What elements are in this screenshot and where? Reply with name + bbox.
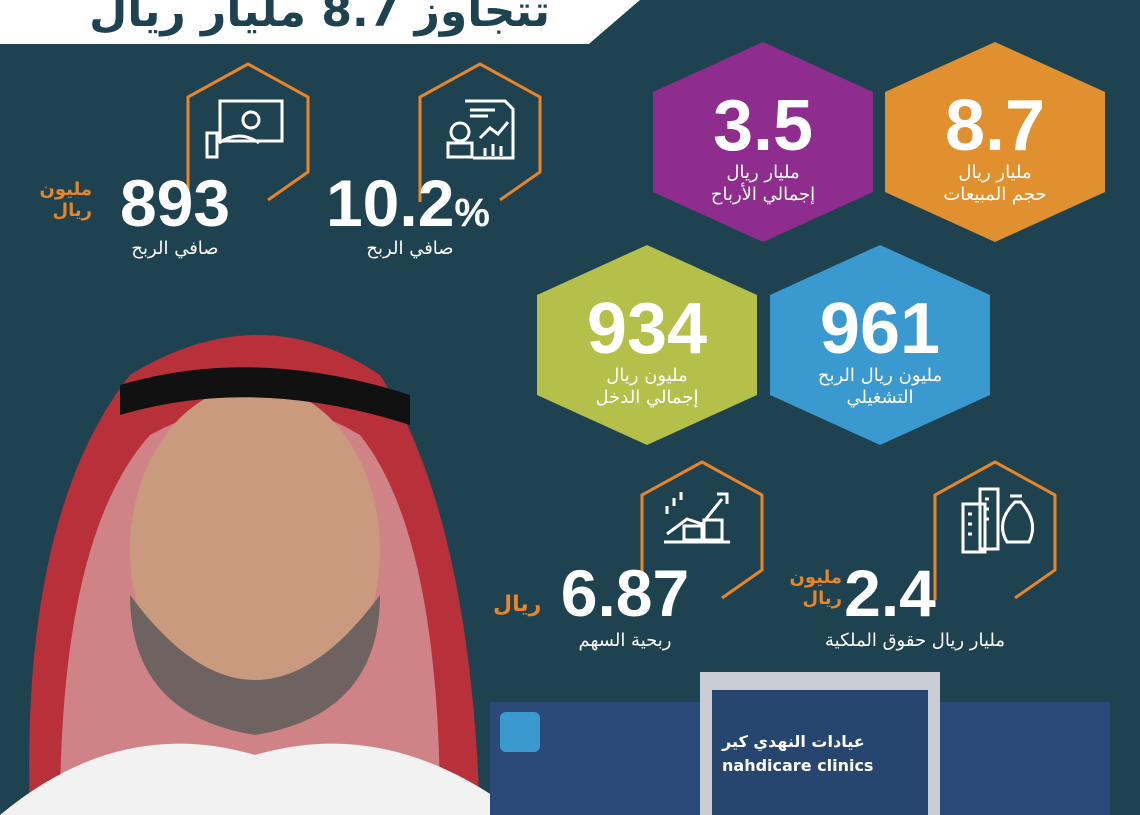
- money-hand-icon: [205, 99, 284, 159]
- stat-net-margin: 10.2% صافي الربح: [325, 166, 490, 259]
- hex-outline: [640, 460, 764, 600]
- stat-net-profit: 893 صافي الربح: [119, 166, 231, 259]
- ceo-photo: [0, 335, 520, 815]
- growth-coins-icon: [664, 492, 730, 544]
- buildings-money-bag-icon: [961, 487, 1035, 554]
- nahdi-logo-icon: [500, 712, 540, 752]
- hex-outline: [418, 62, 542, 202]
- unit: مليون ريال: [789, 567, 843, 609]
- unit: مليون ريال: [39, 179, 93, 221]
- title-banner: تتجاوز 8.7 مليار ريال: [0, 0, 640, 44]
- hex-outline: [186, 62, 310, 202]
- hex-total-income: 934 مليون ريال إجمالي الدخل: [537, 245, 757, 445]
- nahdi-clinics-building: عيادات النهدي كير nahdicare clinics: [490, 672, 1110, 815]
- sign-english: nahdicare clinics: [722, 756, 874, 775]
- hex-sales: 8.7 مليار ريال حجم المبيعات: [885, 42, 1105, 242]
- stat-eps: 6.87 ربحية السهم: [560, 556, 690, 651]
- hex-outline: [933, 460, 1057, 600]
- stat-equity: 2.4 مليار ريال حقوق الملكية: [824, 556, 1005, 651]
- hex-total-profit: 3.5 مليار ريال إجمالي الأرباح: [653, 42, 873, 242]
- hex-operating-profit: 961 مليون ريال الربح التشغيلي: [770, 245, 990, 445]
- unit: ريال: [493, 592, 542, 617]
- page-title: تتجاوز 8.7 مليار ريال: [89, 0, 550, 37]
- sign-arabic: عيادات النهدي كير: [722, 732, 865, 751]
- financial-report-icon: [446, 99, 515, 160]
